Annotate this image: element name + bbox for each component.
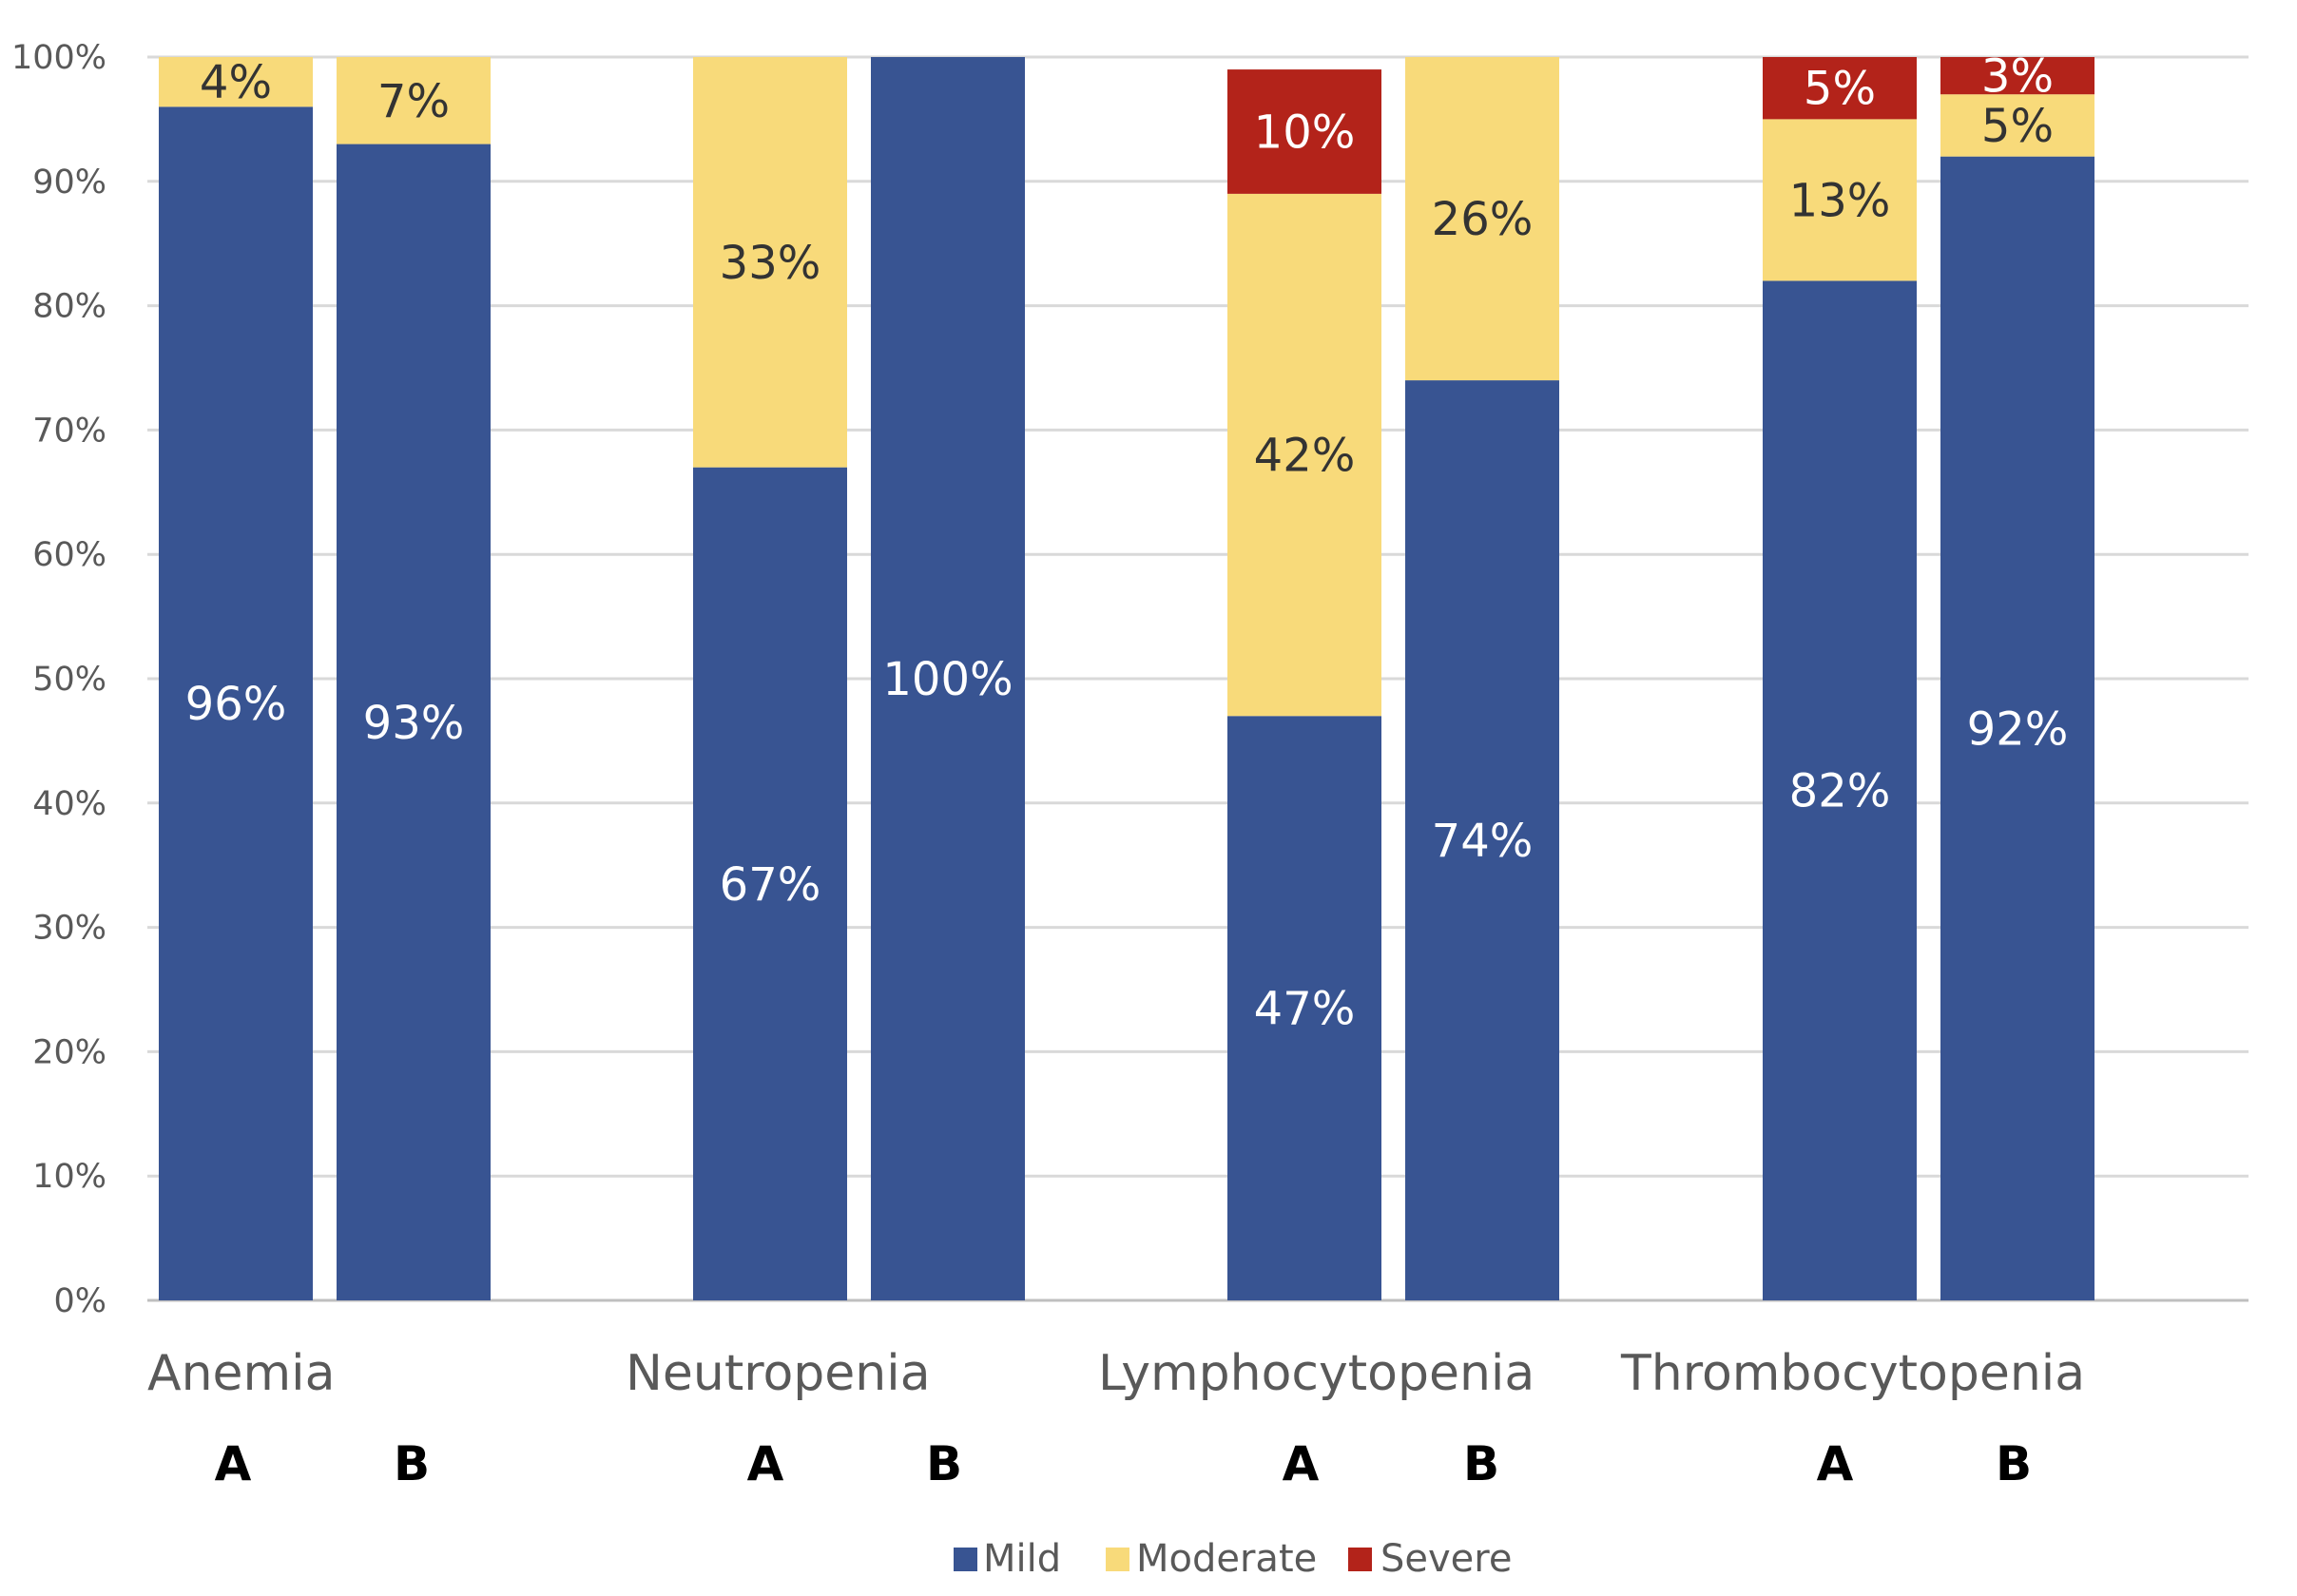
x-subgroup-label: B [394,1436,430,1491]
x-subgroup-label: B [1463,1436,1499,1491]
x-group-label: Lymphocytopenia [1098,1345,1535,1402]
legend-label-moderate: Moderate [1136,1537,1317,1581]
y-tick-label: 30% [32,910,106,948]
bar-segment-moderate [1763,119,1917,281]
y-tick-label: 60% [32,536,106,574]
bar-data-label: 100% [882,653,1013,706]
y-tick-label: 0% [53,1282,106,1320]
bar-data-label: 26% [1432,193,1534,246]
bar-data-label: 10% [1254,106,1356,159]
x-group-label: Anemia [147,1345,336,1402]
bar-segment-mild [337,144,491,1300]
bar-data-label: 3% [1981,50,2054,104]
bar-data-label: 5% [1804,63,1876,116]
bar-segment-mild [1763,280,1917,1301]
x-subgroup-label: B [1996,1436,2032,1491]
bar-segment-mild [1405,380,1559,1301]
y-tick-label: 70% [32,412,106,450]
y-tick-label: 20% [32,1033,106,1071]
bar-segment-moderate [693,57,847,468]
x-group-label: Thrombocytopenia [1620,1345,2085,1402]
legend-swatch-severe [1348,1548,1372,1571]
bar-data-label: 7% [377,75,450,128]
bar-data-label: 47% [1254,983,1356,1036]
y-tick-label: 80% [32,288,106,326]
bar-segment-moderate [159,57,313,107]
bar-data-label: 42% [1254,430,1356,483]
bar-data-label: 93% [363,697,465,750]
legend-label-mild: Mild [983,1537,1061,1581]
bar-segment-moderate [1227,193,1381,717]
legend-swatch-mild [954,1548,977,1571]
y-tick-label: 50% [32,661,106,699]
legend: Mild Moderate Severe [954,1537,1512,1581]
legend-swatch-moderate [1106,1548,1129,1571]
x-subgroup-label: A [747,1436,784,1491]
bar-segment-mild [693,467,847,1300]
y-tick-label: 90% [32,163,106,202]
bar-segment-mild [1227,716,1381,1300]
bar-segment-mild [1940,156,2094,1300]
y-tick-label: 10% [32,1158,106,1196]
y-tick-label: 40% [32,785,106,823]
bar-data-label: 82% [1789,765,1891,818]
bar-segment-moderate [1405,57,1559,381]
y-axis-tick-labels: 0% 10% 20% 30% 40% 50% 60% 70% 80% 90% 100% [11,39,106,1320]
bar-segment-mild [871,57,1025,1300]
bar-data-label: 96% [185,678,287,731]
x-subgroup-label: A [215,1436,252,1491]
bar-segment-moderate [337,57,491,144]
y-tick-label: 100% [11,39,106,77]
x-subgroup-label: B [926,1436,962,1491]
x-subgroup-label: A [1283,1436,1320,1491]
legend-label-severe: Severe [1380,1537,1512,1581]
x-subgroup-label: A [1817,1436,1854,1491]
bar-data-label: 33% [720,237,821,290]
bar-segment-severe [1940,57,2094,95]
bar-segment-mild [159,106,313,1301]
bar-data-label: 5% [1981,100,2054,153]
bars [159,57,2094,1301]
bar-data-label: 13% [1789,174,1891,227]
bar-data-labels: 96% 4% 93% 7% 67% 33% 100% 47% 42% 10% 74% 26% 82% 13… [185,50,2069,1036]
x-group-label: Neutropenia [626,1345,931,1402]
bar-data-label: 74% [1432,815,1534,868]
bar-segment-moderate [1940,94,2094,157]
bar-data-label: 67% [720,858,821,912]
bar-data-label: 4% [200,56,272,109]
bar-data-label: 92% [1967,702,2069,756]
bar-segment-severe [1227,69,1381,194]
x-axis-labels: Anemia Neutropenia Lymphocytopenia Thromboc… [147,1345,2085,1491]
bar-segment-severe [1763,57,1917,120]
